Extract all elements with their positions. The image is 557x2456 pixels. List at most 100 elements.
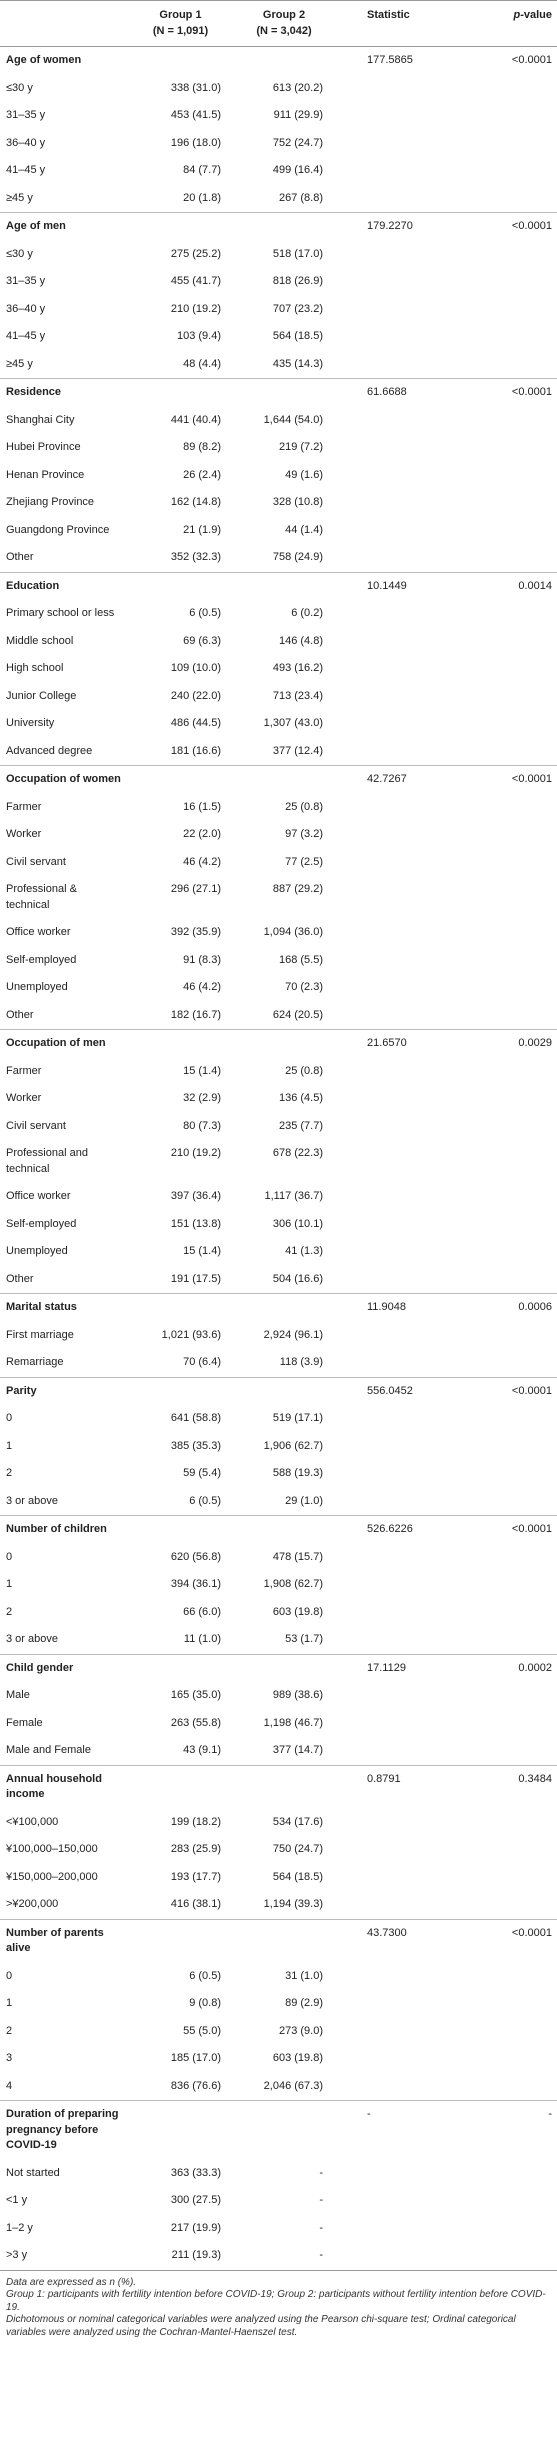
cell	[427, 738, 557, 766]
group2-value: 29 (1.0)	[285, 1494, 323, 1507]
cell	[427, 2187, 557, 2215]
group1-value: 300 (27.5)	[170, 2194, 221, 2206]
group2-value: 2,046 (67.3)	[263, 2079, 323, 2092]
group2-value: 750 (24.7)	[272, 1843, 323, 1855]
group2-value: 911 (29.9)	[273, 109, 323, 121]
cell	[335, 849, 427, 877]
group2-value: 77 (2.5)	[285, 855, 323, 868]
group2-value: 624 (20.5)	[272, 1008, 323, 1021]
group2-value: 44 (1.4)	[285, 523, 323, 536]
row-label: ≥45 y	[6, 191, 33, 204]
data-row: >¥200,000 416 (38.1) 1,194 (39.3)	[0, 1891, 557, 1919]
row-label: 31–35 y	[6, 109, 46, 121]
cell	[335, 2187, 427, 2215]
group1-value: 394 (36.1)	[170, 1578, 221, 1590]
group2-value: 1,644 (54.0)	[263, 413, 323, 426]
footnotes: Data are expressed as n (%). Group 1: par…	[0, 2271, 557, 2340]
cell	[427, 1183, 557, 1211]
row-label: Self-employed	[6, 1217, 77, 1230]
row-label: 36–40 y	[6, 302, 46, 315]
row-label: <¥100,000	[6, 1815, 59, 1828]
group2-value: 752 (24.7)	[272, 136, 323, 149]
section-row: Age of men 179.2270 <0.0001	[0, 212, 557, 241]
data-row: Zhejiang Province 162 (14.8) 328 (10.8)	[0, 489, 557, 517]
data-row: ≤30 y 275 (25.2) 518 (17.0)	[0, 241, 557, 269]
cell	[427, 2215, 557, 2243]
group1-value: 196 (18.0)	[170, 136, 221, 149]
cell	[427, 1322, 557, 1350]
group1-value: 441 (40.4)	[170, 413, 221, 426]
statistic: 526.6226	[335, 1515, 427, 1544]
data-row: Advanced degree 181 (16.6) 377 (12.4)	[0, 738, 557, 766]
group1-value: 641 (58.8)	[170, 1412, 221, 1424]
header-text: Group 2	[262, 9, 306, 21]
group1-value: 182 (16.7)	[170, 1008, 221, 1021]
cell	[335, 517, 427, 545]
group1-value: 836 (76.6)	[170, 2079, 221, 2092]
group1-value: 453 (41.5)	[170, 109, 221, 121]
cell	[233, 1029, 335, 1058]
group2-value: 1,117 (36.7)	[264, 1190, 323, 1202]
section-label: Occupation of men	[0, 1029, 128, 1058]
row-label: Other	[6, 1008, 34, 1021]
cell	[233, 1376, 335, 1405]
section-row: Number of children 526.6226 <0.0001	[0, 1515, 557, 1544]
group1-value: 26 (2.4)	[183, 468, 221, 481]
cell	[427, 794, 557, 822]
cell	[427, 351, 557, 379]
cell	[128, 1515, 233, 1544]
cell	[335, 1322, 427, 1350]
footnote: Group 1: participants with fertility int…	[6, 2289, 546, 2313]
group1-value: 162 (14.8)	[170, 496, 221, 508]
cell	[335, 1058, 427, 1086]
group2-value: 70 (2.3)	[285, 981, 323, 993]
cell	[335, 1836, 427, 1864]
cell	[335, 1626, 427, 1654]
data-row: Office worker 392 (35.9) 1,094 (36.0)	[0, 919, 557, 947]
data-row: High school 109 (10.0) 493 (16.2)	[0, 655, 557, 683]
row-label: 2	[6, 1467, 13, 1479]
row-label: Unemployed	[6, 981, 68, 993]
cell	[427, 296, 557, 324]
header-cell: Group 1 (N = 1,091)	[128, 0, 233, 47]
section-row: Number of parents alive 43.7300 <0.0001	[0, 1918, 557, 1963]
data-row: Other 191 (17.5) 504 (16.6)	[0, 1266, 557, 1294]
row-label: Farmer	[6, 800, 42, 813]
data-row: Junior College 240 (22.0) 713 (23.4)	[0, 683, 557, 711]
cell	[335, 1183, 427, 1211]
group1-value: 59 (5.4)	[183, 1467, 221, 1479]
cell	[128, 1764, 233, 1809]
cell	[335, 185, 427, 213]
cell	[335, 1737, 427, 1765]
group1-value: 210 (19.2)	[170, 302, 221, 315]
cell	[335, 489, 427, 517]
cell	[335, 1211, 427, 1239]
cell	[335, 600, 427, 628]
header-text: p-value	[513, 9, 552, 21]
cell	[335, 407, 427, 435]
cell	[128, 1918, 233, 1963]
p-value: <0.0001	[427, 1376, 557, 1405]
data-row: First marriage 1,021 (93.6) 2,924 (96.1)	[0, 1322, 557, 1350]
row-label: Professional and technical	[6, 1147, 88, 1175]
cell	[427, 1211, 557, 1239]
cell	[335, 974, 427, 1002]
row-label: Professional & technical	[6, 883, 77, 911]
cell	[427, 1266, 557, 1294]
p-value: -	[427, 2100, 557, 2160]
cell	[335, 2018, 427, 2046]
cell	[335, 462, 427, 490]
row-label: ≤30 y	[6, 247, 33, 260]
data-row: Civil servant 80 (7.3) 235 (7.7)	[0, 1113, 557, 1141]
group1-value: 283 (25.9)	[170, 1843, 221, 1855]
cell	[335, 710, 427, 738]
data-row: ≥45 y 48 (4.4) 435 (14.3)	[0, 351, 557, 379]
group2-value: 758 (24.9)	[272, 551, 323, 563]
group1-value: 15 (1.4)	[183, 1064, 221, 1077]
group1-value: 217 (19.9)	[170, 2221, 221, 2234]
header-row: Group 1 (N = 1,091) Group 2 (N = 3,042) St…	[0, 0, 557, 47]
row-label: Middle school	[6, 634, 74, 647]
cell	[335, 1599, 427, 1627]
group2-value: 328 (10.8)	[272, 496, 323, 508]
section-row: Duration of preparing pregnancy before C…	[0, 2100, 557, 2160]
